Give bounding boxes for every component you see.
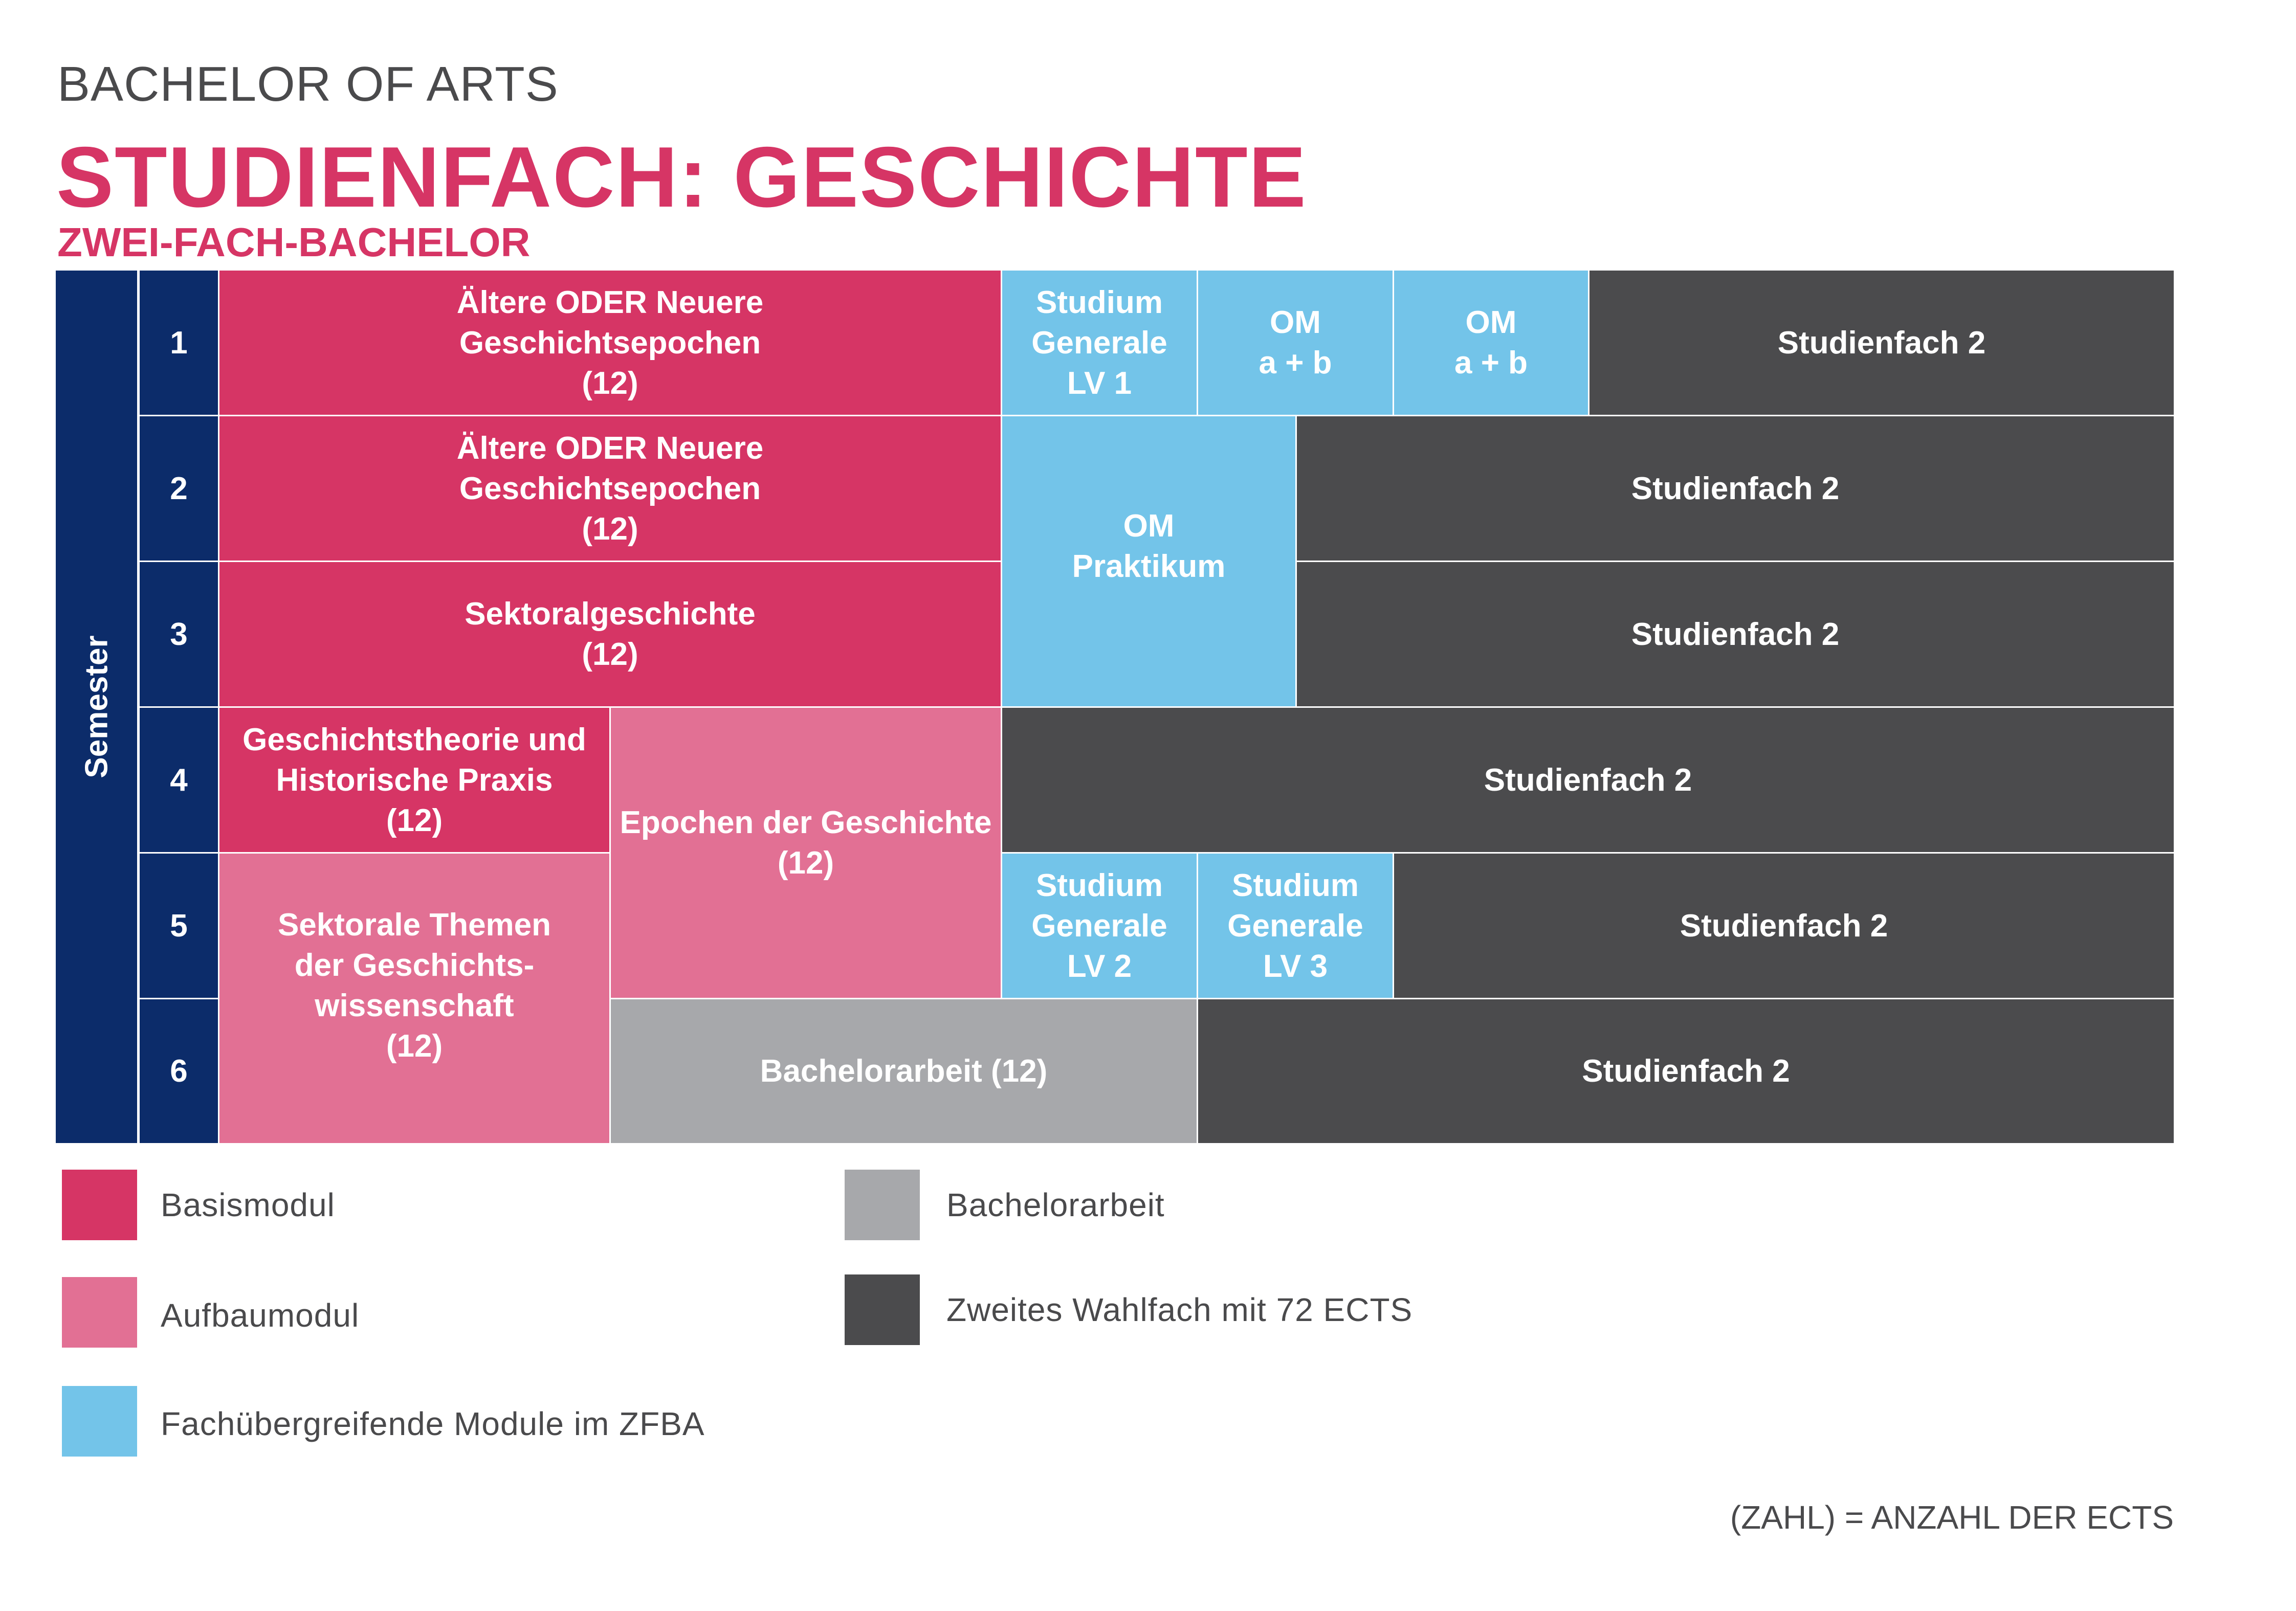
- semester-axis: Semester: [56, 271, 137, 1143]
- semester-number: 5: [140, 854, 218, 998]
- legend-swatch-aufbaumodul: [62, 1277, 137, 1348]
- semester-number: 4: [140, 708, 218, 852]
- module-om: OM a + b: [1198, 271, 1393, 415]
- legend-swatch-bachelorarbeit: [845, 1170, 920, 1240]
- module-basis: Geschichtstheorie und Historische Praxis…: [219, 708, 609, 852]
- legend-label: Aufbaumodul: [161, 1297, 360, 1334]
- semester-number: 1: [140, 271, 218, 415]
- module-studienfach-2: Studienfach 2: [1297, 562, 2174, 706]
- module-basis: Ältere ODER Neuere Geschichtsepochen (12…: [219, 271, 1001, 415]
- legend-label: Basismodul: [161, 1187, 335, 1223]
- legend-label: Zweites Wahlfach mit 72 ECTS: [946, 1291, 1413, 1328]
- module-basis: Ältere ODER Neuere Geschichtsepochen (12…: [219, 416, 1001, 561]
- legend-swatch-fachuebergreifend: [62, 1386, 137, 1457]
- module-studienfach-2: Studienfach 2: [1394, 854, 2174, 998]
- page-title: STUDIENFACH: GESCHICHTE: [56, 129, 1307, 225]
- module-studienfach-2: Studienfach 2: [1002, 708, 2174, 852]
- footnote: (ZAHL) = ANZAHL DER ECTS: [1730, 1499, 2174, 1536]
- module-aufbau: Epochen der Geschichte (12): [611, 708, 1001, 998]
- module-studienfach-2: Studienfach 2: [1297, 416, 2174, 561]
- module-studium-generale: Studium Generale LV 2: [1002, 854, 1197, 998]
- module-studium-generale: Studium Generale LV 3: [1198, 854, 1393, 998]
- module-bachelorarbeit: Bachelorarbeit (12): [611, 999, 1197, 1143]
- degree-label: BACHELOR OF ARTS: [57, 57, 559, 111]
- module-studienfach-2: Studienfach 2: [1198, 999, 2174, 1143]
- module-studienfach-2: Studienfach 2: [1589, 271, 2174, 415]
- module-om-praktikum: OM Praktikum: [1002, 416, 1295, 706]
- module-aufbau: Sektorale Themen der Geschichts- wissens…: [219, 854, 609, 1143]
- semester-number: 2: [140, 416, 218, 561]
- program-subtitle: ZWEI-FACH-BACHELOR: [57, 219, 531, 265]
- legend-swatch-zweites-wahlfach: [845, 1274, 920, 1345]
- module-studium-generale: Studium Generale LV 1: [1002, 271, 1197, 415]
- module-basis: Sektoralgeschichte (12): [219, 562, 1001, 706]
- semester-number: 3: [140, 562, 218, 706]
- semester-label: Semester: [79, 635, 114, 778]
- legend-label: Fachübergreifende Module im ZFBA: [161, 1405, 705, 1442]
- semester-number: 6: [140, 999, 218, 1143]
- legend-label: Bachelorarbeit: [946, 1187, 1165, 1223]
- module-om: OM a + b: [1394, 271, 1588, 415]
- legend-swatch-basismodul: [62, 1170, 137, 1240]
